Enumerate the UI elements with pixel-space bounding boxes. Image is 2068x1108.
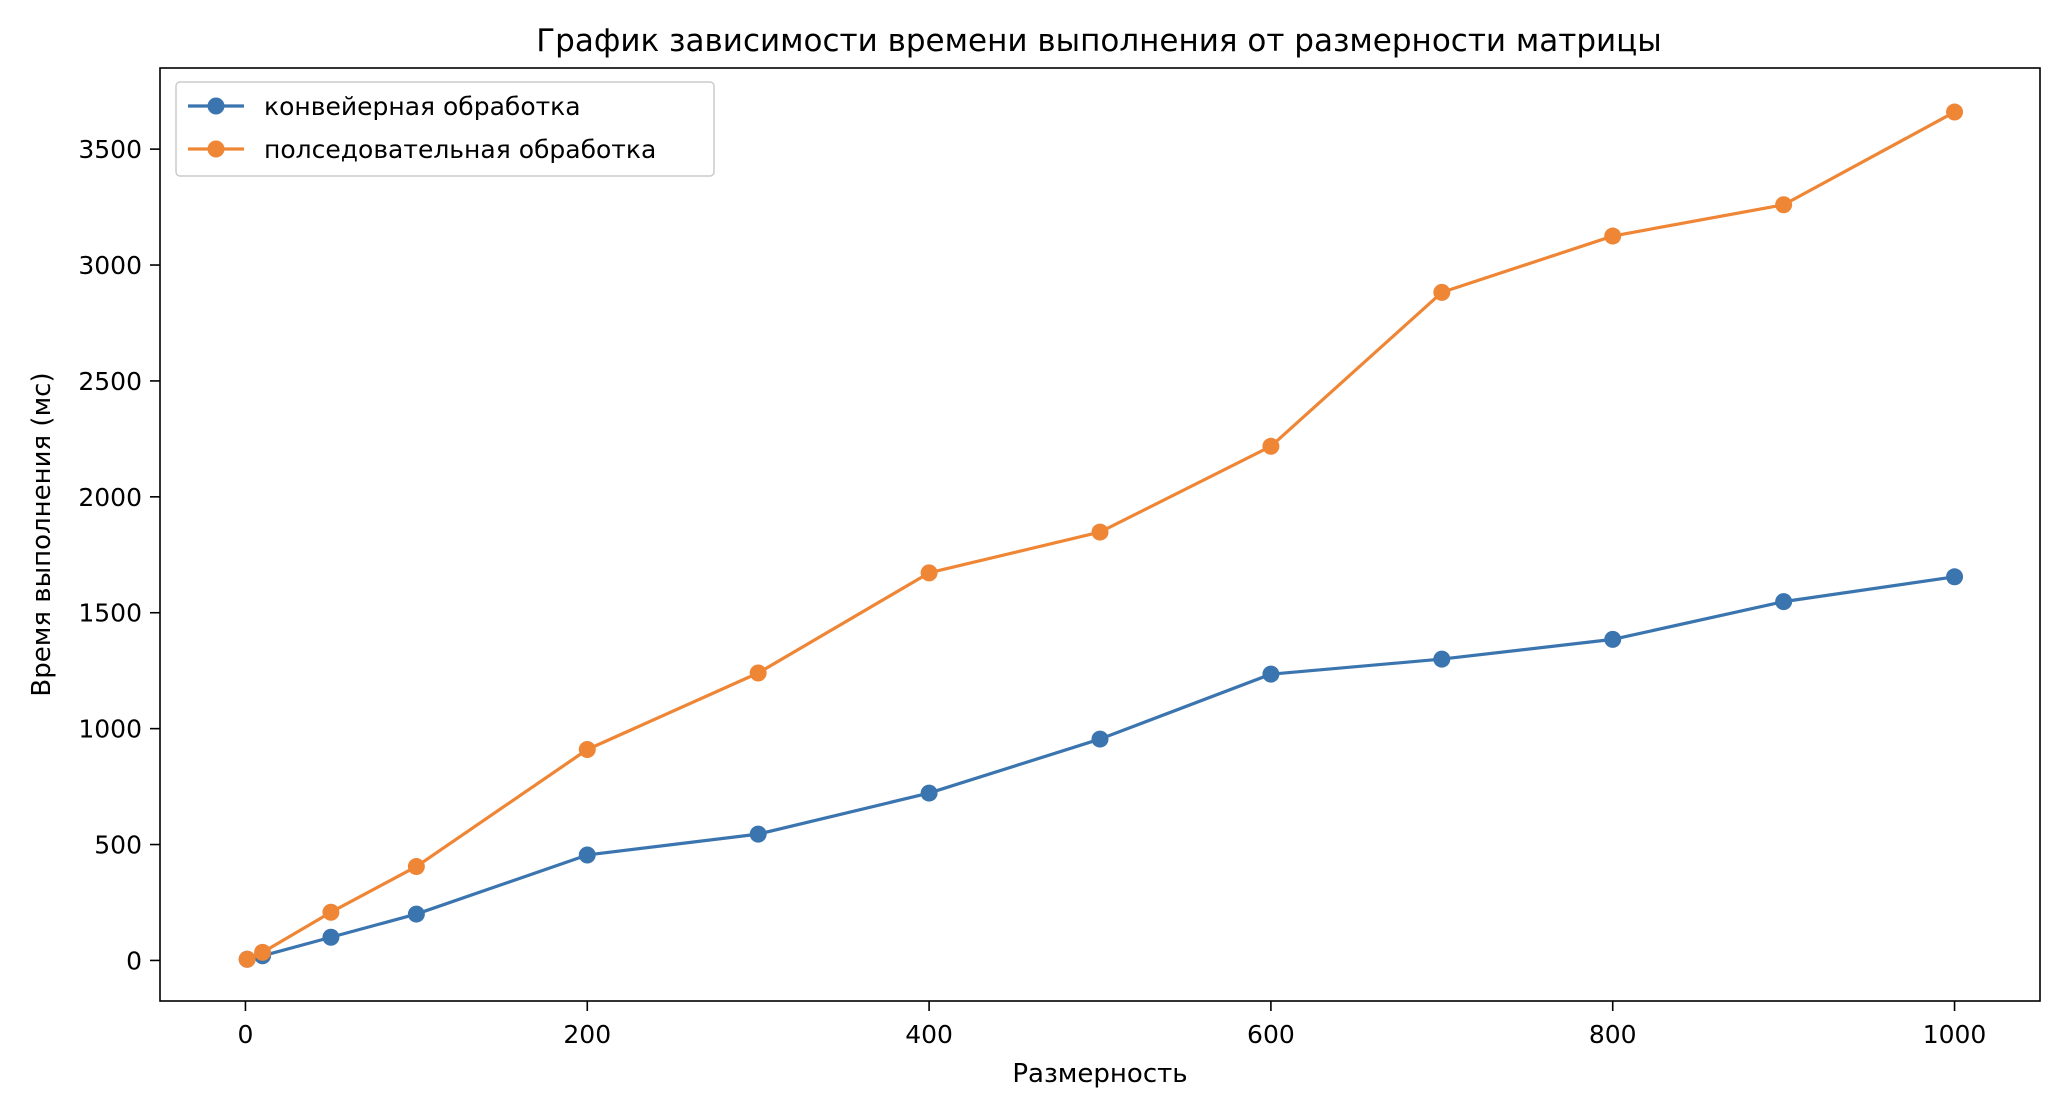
x-tick-label: 200 <box>563 1020 611 1049</box>
data-point <box>920 784 938 802</box>
data-point <box>578 846 596 864</box>
data-point <box>407 905 425 923</box>
data-point <box>749 664 767 682</box>
data-point <box>322 928 340 946</box>
y-tick-label: 3000 <box>78 251 142 280</box>
data-point <box>1433 650 1451 668</box>
data-point <box>238 950 256 968</box>
legend-label: конвейерная обработка <box>264 92 581 121</box>
data-point <box>407 858 425 876</box>
x-tick-label: 1000 <box>1923 1020 1987 1049</box>
legend-item: полседовательная обработка <box>188 135 656 164</box>
y-tick-label: 2000 <box>78 483 142 512</box>
x-axis-label: Размерность <box>1012 1059 1187 1089</box>
data-point <box>322 903 340 921</box>
data-point <box>1946 103 1964 121</box>
data-point <box>1091 730 1109 748</box>
axis-layer: 0 200 400 600 800 1000 0 500 1000 1500 2000 2500 300… <box>78 135 1986 1049</box>
y-tick-label: 3500 <box>78 135 142 164</box>
x-tick-label: 400 <box>905 1020 953 1049</box>
plot-layer <box>238 103 1964 968</box>
data-point <box>749 825 767 843</box>
data-point <box>1604 630 1622 648</box>
y-tick-label: 1500 <box>78 599 142 628</box>
y-tick-label: 2500 <box>78 367 142 396</box>
y-tick-label: 500 <box>94 831 142 860</box>
data-point <box>578 740 596 758</box>
legend-marker <box>207 97 225 115</box>
data-point <box>920 564 938 582</box>
series-2 <box>238 103 1964 968</box>
data-point <box>1775 593 1793 611</box>
data-point <box>1775 196 1793 214</box>
y-tick-label: 1000 <box>78 715 142 744</box>
legend-box <box>175 81 715 177</box>
chart-title: График зависимости времени выполнения от… <box>536 23 1662 59</box>
legend-label: полседовательная обработка <box>264 135 656 164</box>
data-point <box>254 943 272 961</box>
data-point <box>1433 283 1451 301</box>
legend-marker <box>207 140 225 158</box>
x-tick-label: 800 <box>1589 1020 1637 1049</box>
x-tick-label: 0 <box>238 1020 254 1049</box>
plot-frame <box>159 67 2041 1002</box>
x-tick-label: 600 <box>1247 1020 1295 1049</box>
y-axis-label: Время выполнения (мс) <box>27 372 57 696</box>
data-point <box>1262 665 1280 683</box>
data-point <box>1604 227 1622 245</box>
legend: конвейерная обработка полседовательная об… <box>175 81 715 177</box>
data-point <box>1946 568 1964 586</box>
y-tick-label: 0 <box>126 946 142 975</box>
data-point <box>1262 437 1280 455</box>
legend-item: конвейерная обработка <box>188 92 581 121</box>
data-point <box>1091 523 1109 541</box>
